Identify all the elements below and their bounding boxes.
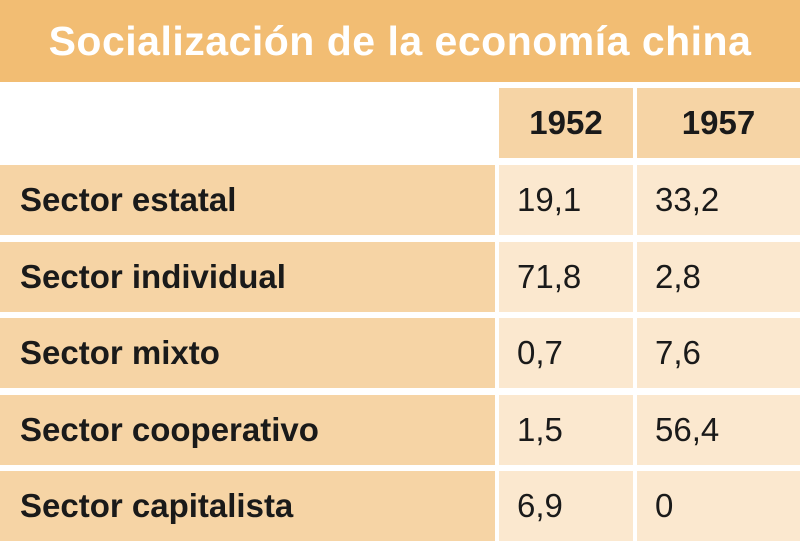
- table-cell: 56,4: [637, 395, 800, 465]
- row-label: Sector capitalista: [0, 471, 495, 541]
- table-cell: 0: [637, 471, 800, 541]
- column-header-1957: 1957: [637, 88, 800, 158]
- table-cell: 71,8: [499, 242, 633, 312]
- table-cell: 0,7: [499, 318, 633, 388]
- row-label: Sector mixto: [0, 318, 495, 388]
- table-cell: 1,5: [499, 395, 633, 465]
- table-cell: 6,9: [499, 471, 633, 541]
- header-empty-cell: [0, 88, 495, 158]
- column-header-1952: 1952: [499, 88, 633, 158]
- row-label: Sector estatal: [0, 165, 495, 235]
- table-cell: 2,8: [637, 242, 800, 312]
- table-title: Socialización de la economía china: [48, 17, 752, 64]
- table-cell: 19,1: [499, 165, 633, 235]
- row-label: Sector individual: [0, 242, 495, 312]
- table-cell: 33,2: [637, 165, 800, 235]
- title-bar: Socialización de la economía china: [0, 0, 800, 82]
- table-cell: 7,6: [637, 318, 800, 388]
- row-label: Sector cooperativo: [0, 395, 495, 465]
